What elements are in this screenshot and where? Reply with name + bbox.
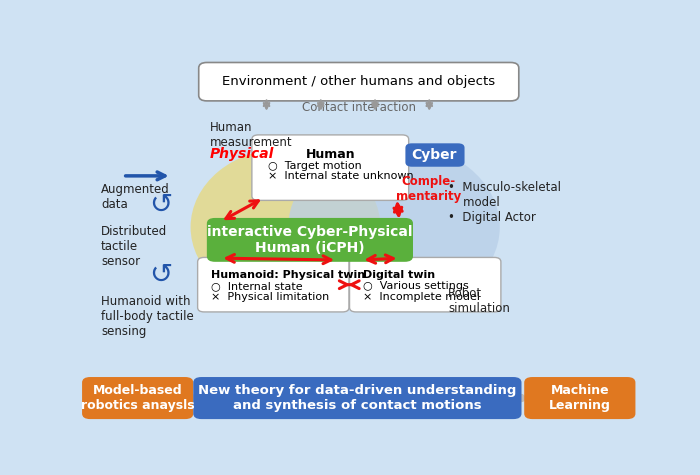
Text: ×  Internal state unknown: × Internal state unknown <box>268 171 414 181</box>
Ellipse shape <box>288 143 500 311</box>
FancyBboxPatch shape <box>524 377 636 419</box>
FancyBboxPatch shape <box>82 377 193 419</box>
Text: Humanoid: Physical twin: Humanoid: Physical twin <box>211 270 365 280</box>
Text: interactive Cyber-Physical
Human (iCPH): interactive Cyber-Physical Human (iCPH) <box>207 225 413 255</box>
Text: ↺: ↺ <box>149 261 172 289</box>
Text: New theory for data-driven understanding
and synthesis of contact motions: New theory for data-driven understanding… <box>198 384 517 412</box>
FancyBboxPatch shape <box>206 218 413 262</box>
Text: Cyber: Cyber <box>411 148 456 162</box>
Text: Comple-
mentarity: Comple- mentarity <box>395 175 461 203</box>
Text: Machine
Learning: Machine Learning <box>549 384 611 412</box>
Text: ↺: ↺ <box>149 191 172 219</box>
Text: ○  Various settings: ○ Various settings <box>363 281 468 291</box>
Text: Human: Human <box>305 148 355 162</box>
Text: ×  Incomplete model: × Incomplete model <box>363 292 480 302</box>
Text: Model-based
robotics anaysls: Model-based robotics anaysls <box>81 384 195 412</box>
Text: Augmented
data: Augmented data <box>101 183 170 211</box>
Text: Contact interaction: Contact interaction <box>302 101 416 114</box>
Text: Physical: Physical <box>210 147 274 161</box>
Text: •  Musculo-skeletal
    model
•  Digital Actor: • Musculo-skeletal model • Digital Actor <box>448 181 561 224</box>
Text: ×  Physical limitation: × Physical limitation <box>211 292 329 302</box>
FancyBboxPatch shape <box>252 135 409 200</box>
Text: Robot
simulation: Robot simulation <box>448 287 510 315</box>
FancyBboxPatch shape <box>197 257 349 312</box>
Text: ○  Target motion: ○ Target motion <box>268 161 362 171</box>
FancyBboxPatch shape <box>193 377 522 419</box>
FancyBboxPatch shape <box>349 257 501 312</box>
Text: Human
measurement: Human measurement <box>209 121 292 149</box>
Text: Digital twin: Digital twin <box>363 270 435 280</box>
Text: ○  Internal state: ○ Internal state <box>211 281 302 291</box>
FancyBboxPatch shape <box>199 63 519 101</box>
Text: Humanoid with
full-body tactile
sensing: Humanoid with full-body tactile sensing <box>101 294 194 338</box>
Text: Distributed
tactile
sensor: Distributed tactile sensor <box>101 225 167 268</box>
Ellipse shape <box>190 148 381 306</box>
FancyBboxPatch shape <box>405 143 465 167</box>
Text: Environment / other humans and objects: Environment / other humans and objects <box>222 75 496 88</box>
